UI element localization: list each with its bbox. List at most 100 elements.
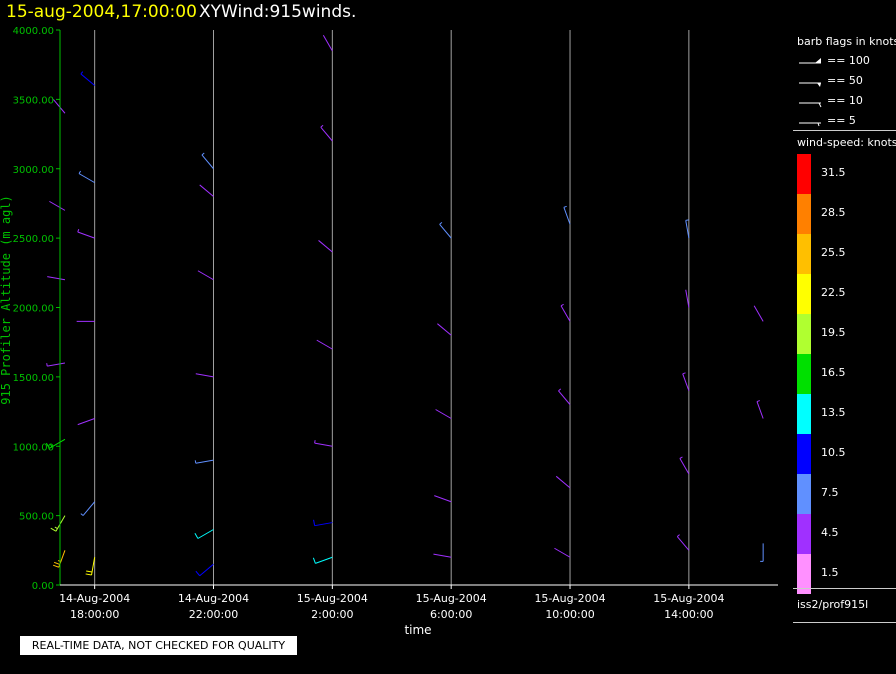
wind-barb — [194, 529, 214, 539]
wind-barb — [439, 222, 452, 239]
wind-barb — [49, 200, 66, 211]
y-tick-label: 2500.00 — [13, 234, 54, 245]
barb-shaft — [314, 522, 333, 527]
barb-shaft — [52, 99, 66, 114]
barb-flags-title: barb flags in knots — [797, 35, 896, 48]
barb-half-feather — [46, 363, 48, 367]
barb-shaft — [434, 495, 452, 503]
y-tick-label: 3500.00 — [13, 95, 54, 106]
barb-half-feather — [314, 440, 316, 444]
barb-feather — [312, 557, 316, 564]
x-tick-date: 15-Aug-2004 — [416, 592, 487, 605]
wind-barb — [682, 372, 690, 391]
speed-swatch — [797, 154, 811, 194]
observation-datetime: 15-aug-2004,17:00:00 — [6, 2, 197, 22]
speed-swatch-label: 7.5 — [821, 486, 839, 499]
barb-shaft — [753, 305, 764, 322]
speed-swatch — [797, 514, 811, 554]
barb-shaft — [195, 459, 214, 464]
speed-swatch-label: 4.5 — [821, 526, 839, 539]
x-tick-date: 15-Aug-2004 — [653, 592, 724, 605]
y-tick-label: 1500.00 — [13, 373, 54, 384]
x-tick-time: 2:00:00 — [311, 608, 353, 621]
wind-barb — [753, 305, 764, 322]
barb-shaft — [77, 231, 95, 239]
barb-shaft — [685, 289, 690, 308]
wind-barb — [555, 475, 571, 489]
wind-barb — [558, 388, 571, 405]
y-tick-label: 2000.00 — [13, 304, 54, 315]
barb-feather — [45, 442, 50, 449]
wind-barb — [756, 400, 764, 419]
wind-barb — [563, 205, 571, 225]
wind-barb — [199, 184, 214, 197]
speed-swatch-label: 19.5 — [821, 326, 846, 339]
barb-shaft — [82, 501, 96, 516]
speed-swatch — [797, 554, 811, 594]
barb-half-feather — [201, 152, 205, 156]
speed-swatch-label: 25.5 — [821, 246, 846, 259]
barb-shaft — [314, 442, 333, 447]
x-axis-label: time — [404, 623, 431, 637]
y-tick-label: 0.00 — [32, 581, 54, 592]
y-tick-label: 3000.00 — [13, 165, 54, 176]
wind-barb — [560, 303, 571, 322]
wind-barb — [433, 553, 452, 558]
x-tick-date: 14-Aug-2004 — [59, 592, 130, 605]
barb-shaft — [315, 556, 333, 564]
wind-barb — [320, 124, 333, 142]
barb-shaft — [676, 536, 690, 551]
barb-half-feather — [439, 222, 443, 225]
barb-half-feather — [676, 534, 680, 537]
wind-barb — [676, 534, 690, 551]
wind-barb — [46, 362, 66, 367]
wind-barb — [78, 170, 95, 184]
speed-swatch — [797, 274, 811, 314]
wind-barb — [85, 557, 96, 576]
barb-half-feather — [558, 388, 562, 392]
x-tick-date: 14-Aug-2004 — [178, 592, 249, 605]
wind-barb — [316, 339, 333, 350]
wind-barb — [45, 438, 66, 449]
x-tick-time: 22:00:00 — [189, 608, 238, 621]
wind-barb — [201, 152, 214, 170]
wind-barb — [77, 418, 95, 426]
y-tick-label: 500.00 — [19, 512, 54, 523]
barb-shaft — [322, 34, 333, 52]
wind-barb — [194, 459, 214, 464]
barb-shaft — [554, 547, 571, 558]
speed-swatch — [797, 354, 811, 394]
product-title: XYWind:915winds. — [199, 2, 357, 22]
x-axis-ticks: 14-Aug-2004 18:00:00 14-Aug-2004 22:00:00 15… — [59, 585, 724, 621]
wind-barb — [77, 228, 95, 239]
barb-shaft — [77, 418, 95, 426]
flag-100-label: == 100 — [827, 54, 870, 67]
x-tick-time: 18:00:00 — [70, 608, 119, 621]
wind-barb — [47, 276, 66, 281]
wind-barb — [197, 270, 214, 281]
x-tick-date: 15-Aug-2004 — [534, 592, 605, 605]
wind-barb — [434, 495, 452, 503]
barb-shaft — [78, 173, 95, 184]
barb-shaft — [437, 323, 452, 336]
speed-swatch-label: 22.5 — [821, 286, 846, 299]
barb-shaft — [318, 240, 333, 253]
flag-5-label: == 5 — [827, 114, 856, 127]
legend-divider — [793, 130, 896, 131]
flag-10-glyph — [799, 102, 822, 108]
barb-shaft — [756, 401, 764, 419]
barb-half-feather — [80, 513, 84, 516]
wind-barb — [685, 219, 690, 239]
barb-half-feather — [679, 456, 683, 459]
wind-barb — [322, 34, 333, 52]
x-tick-time: 10:00:00 — [545, 608, 594, 621]
wind-barb — [314, 440, 333, 447]
speed-swatch-label: 28.5 — [821, 206, 846, 219]
barb-shaft — [199, 184, 214, 197]
barb-half-feather — [563, 205, 567, 208]
barb-feather — [195, 570, 201, 577]
wind-barb — [313, 519, 333, 527]
barb-shaft — [433, 553, 452, 558]
barb-shaft — [47, 276, 66, 281]
speed-swatch — [797, 394, 811, 434]
